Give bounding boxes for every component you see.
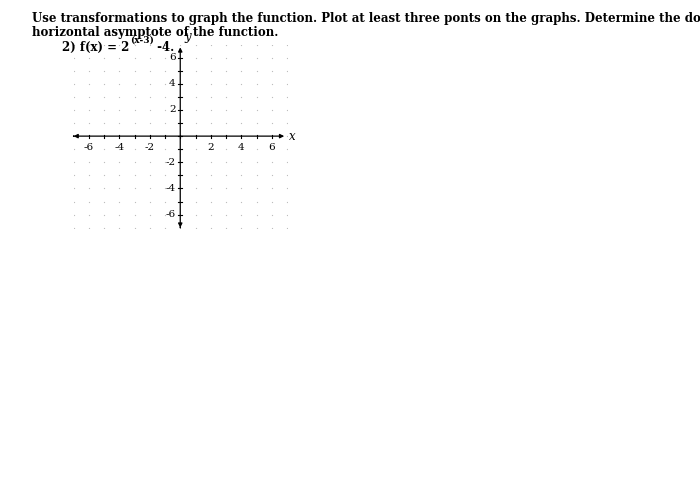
Text: -2: -2 — [145, 143, 155, 151]
Text: 6: 6 — [169, 53, 176, 62]
Text: 4: 4 — [238, 143, 244, 151]
Text: -4: -4 — [166, 184, 176, 193]
Text: y: y — [184, 30, 190, 43]
Text: 4: 4 — [169, 79, 176, 88]
Text: -2: -2 — [166, 158, 176, 167]
Text: Use transformations to graph the function. Plot at least three ponts on the grap: Use transformations to graph the functio… — [32, 12, 700, 25]
Text: horizontal asymptote of the function.: horizontal asymptote of the function. — [32, 26, 278, 39]
Text: 2: 2 — [169, 105, 176, 114]
Text: (x-3): (x-3) — [130, 36, 154, 45]
Text: -4.: -4. — [153, 41, 174, 53]
Text: x: x — [289, 130, 296, 143]
Text: -6: -6 — [84, 143, 94, 151]
Text: 2: 2 — [207, 143, 214, 151]
Text: -4: -4 — [114, 143, 125, 151]
Text: 6: 6 — [268, 143, 275, 151]
Text: -6: -6 — [166, 210, 176, 219]
Text: 2) f(x) = 2: 2) f(x) = 2 — [62, 41, 129, 53]
